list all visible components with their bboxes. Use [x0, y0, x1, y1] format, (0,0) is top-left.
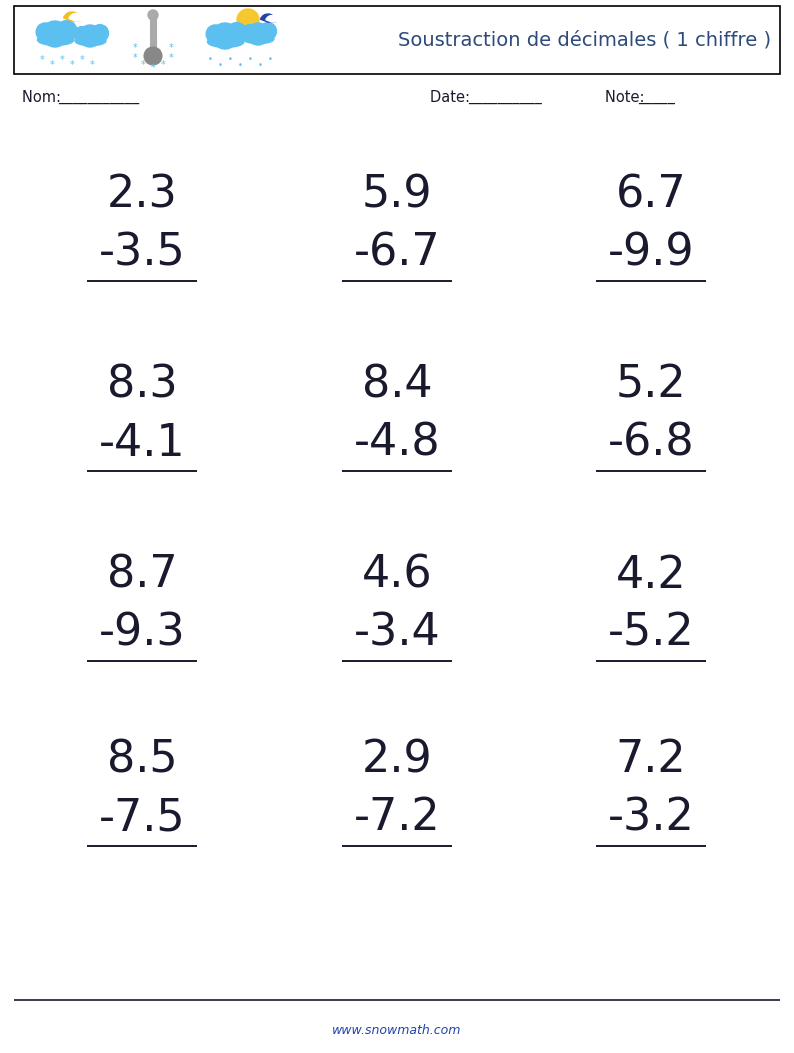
Circle shape	[37, 23, 54, 41]
Text: -6.7: -6.7	[353, 232, 441, 275]
Text: •: •	[268, 56, 272, 64]
Circle shape	[144, 47, 162, 65]
Text: *: *	[151, 63, 156, 73]
Text: *: *	[60, 55, 64, 65]
Circle shape	[42, 21, 68, 47]
Text: -6.8: -6.8	[607, 421, 694, 464]
Text: •: •	[248, 56, 252, 64]
Text: Date:: Date:	[430, 90, 475, 104]
Text: 5.2: 5.2	[615, 363, 686, 406]
Text: *: *	[40, 55, 44, 65]
Circle shape	[206, 25, 225, 43]
Text: *: *	[49, 60, 54, 69]
Text: 2.9: 2.9	[361, 738, 433, 781]
Text: •: •	[257, 61, 263, 71]
Text: *: *	[168, 43, 173, 53]
Text: *: *	[133, 53, 137, 63]
Text: -4.8: -4.8	[353, 421, 441, 464]
Text: -4.1: -4.1	[98, 421, 185, 464]
Circle shape	[247, 23, 269, 45]
Text: 4.6: 4.6	[362, 554, 432, 596]
Text: *: *	[79, 55, 84, 65]
Circle shape	[212, 23, 238, 49]
Text: www.snowmath.com: www.snowmath.com	[333, 1024, 461, 1036]
Text: 8.3: 8.3	[106, 363, 177, 406]
Wedge shape	[260, 14, 276, 22]
Text: -5.2: -5.2	[607, 612, 695, 655]
Text: 8.4: 8.4	[362, 363, 432, 406]
Text: *: *	[90, 60, 94, 69]
Text: *: *	[70, 60, 75, 69]
Wedge shape	[266, 16, 279, 22]
Text: -9.3: -9.3	[98, 612, 185, 655]
Ellipse shape	[243, 35, 274, 43]
Text: Note:: Note:	[605, 90, 649, 104]
Text: ___________: ___________	[58, 90, 139, 104]
Text: •: •	[237, 61, 242, 71]
Text: Nom:: Nom:	[22, 90, 66, 104]
Text: 4.2: 4.2	[615, 554, 686, 596]
Circle shape	[74, 26, 90, 42]
Circle shape	[242, 24, 257, 40]
Text: Soustraction de décimales ( 1 chiffre ): Soustraction de décimales ( 1 chiffre )	[399, 31, 772, 49]
Text: *: *	[168, 53, 173, 63]
Text: -3.4: -3.4	[353, 612, 441, 655]
Text: 6.7: 6.7	[615, 174, 686, 217]
Text: -3.5: -3.5	[98, 232, 185, 275]
Text: •: •	[228, 56, 233, 64]
Circle shape	[91, 24, 109, 42]
Circle shape	[148, 9, 158, 20]
Wedge shape	[69, 14, 83, 21]
Text: -9.9: -9.9	[607, 232, 694, 275]
Text: *: *	[141, 60, 145, 69]
Bar	[14, 6, 780, 74]
Circle shape	[260, 23, 276, 40]
Text: -7.2: -7.2	[353, 796, 441, 839]
Ellipse shape	[37, 35, 74, 45]
Circle shape	[56, 21, 77, 41]
Circle shape	[226, 22, 247, 43]
Bar	[150, 15, 156, 51]
Ellipse shape	[75, 36, 106, 45]
Text: 8.5: 8.5	[106, 738, 177, 781]
Text: -7.5: -7.5	[98, 796, 185, 839]
Text: __________: __________	[468, 90, 542, 104]
Text: _____: _____	[638, 90, 675, 104]
Ellipse shape	[207, 36, 244, 47]
Text: 8.7: 8.7	[106, 554, 177, 596]
Wedge shape	[64, 12, 81, 21]
Circle shape	[237, 9, 259, 31]
Text: *: *	[160, 60, 165, 69]
Circle shape	[79, 25, 101, 47]
Text: 7.2: 7.2	[615, 738, 686, 781]
Text: •: •	[207, 56, 213, 64]
Text: 5.9: 5.9	[362, 174, 432, 217]
Text: •: •	[218, 61, 222, 71]
Text: *: *	[133, 43, 137, 53]
Text: 2.3: 2.3	[106, 174, 177, 217]
Text: -3.2: -3.2	[607, 796, 695, 839]
